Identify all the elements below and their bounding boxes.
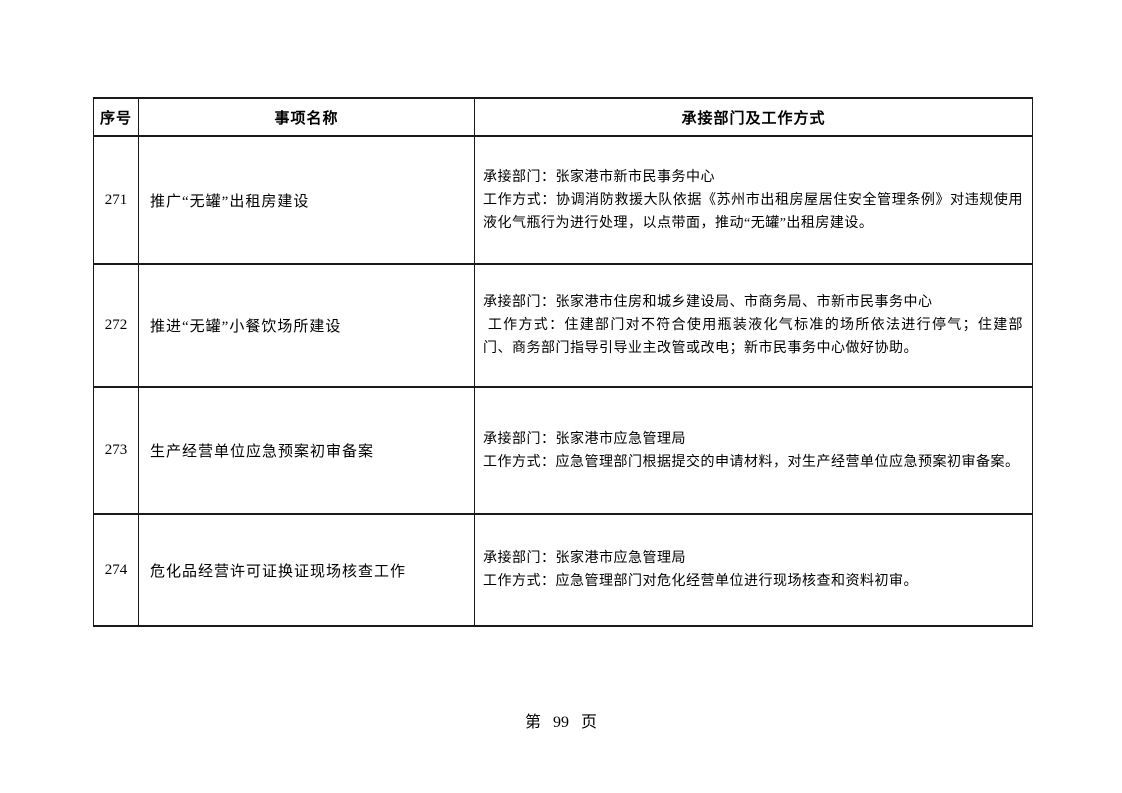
department-method-cell: 承接部门：张家港市住房和城乡建设局、市商务局、市新市民事务中心 工作方式：住建部… (474, 263, 1033, 388)
header-seq: 序号 (93, 97, 139, 137)
method-line: 工作方式：应急管理部门根据提交的申请材料，对生产经营单位应急预案初审备案。 (483, 454, 1020, 470)
item-name-cell: 危化品经营许可证换证现场核查工作 (138, 513, 475, 627)
table-row: 272 推进“无罐”小餐饮场所建设 承接部门：张家港市住房和城乡建设局、市商务局… (93, 263, 1033, 388)
row-number-cell: 271 (93, 135, 139, 265)
items-table: 序号 事项名称 承接部门及工作方式 271 推广“无罐”出租房建设 承接部门：张… (93, 97, 1033, 627)
table-header-row: 序号 事项名称 承接部门及工作方式 (93, 97, 1033, 137)
department-line: 承接部门：张家港市应急管理局 (483, 431, 686, 447)
table-row: 273 生产经营单位应急预案初审备案 承接部门：张家港市应急管理局 工作方式：应… (93, 386, 1033, 515)
item-name-cell: 推进“无罐”小餐饮场所建设 (138, 263, 475, 388)
row-number-cell: 274 (93, 513, 139, 627)
department-method-cell: 承接部门：张家港市应急管理局 工作方式：应急管理部门根据提交的申请材料，对生产经… (474, 386, 1033, 515)
method-line: 工作方式：住建部门对不符合使用瓶装液化气标准的场所依法进行停气；住建部门、商务部… (483, 318, 1024, 356)
row-number-cell: 273 (93, 386, 139, 515)
method-line: 工作方式：协调消防救援大队依据《苏州市出租房屋居住安全管理条例》对违规使用液化气… (483, 192, 1023, 231)
row-number-cell: 272 (93, 263, 139, 388)
department-method-cell: 承接部门：张家港市应急管理局 工作方式：应急管理部门对危化经营单位进行现场核查和… (474, 513, 1033, 627)
department-line: 承接部门：张家港市新市民事务中心 (483, 169, 715, 185)
table-row: 274 危化品经营许可证换证现场核查工作 承接部门：张家港市应急管理局 工作方式… (93, 513, 1033, 627)
department-line: 承接部门：张家港市应急管理局 (483, 551, 686, 566)
item-name-cell: 生产经营单位应急预案初审备案 (138, 386, 475, 515)
item-name-cell: 推广“无罐”出租房建设 (138, 135, 475, 265)
table-row: 271 推广“无罐”出租房建设 承接部门：张家港市新市民事务中心 工作方式：协调… (93, 135, 1033, 265)
method-line: 工作方式：应急管理部门对危化经营单位进行现场核查和资料初审。 (483, 574, 918, 589)
department-method-cell: 承接部门：张家港市新市民事务中心 工作方式：协调消防救援大队依据《苏州市出租房屋… (474, 135, 1033, 265)
page-number: 第 99 页 (524, 714, 597, 731)
department-line: 承接部门：张家港市住房和城乡建设局、市商务局、市新市民事务中心 (483, 295, 933, 310)
header-department-method: 承接部门及工作方式 (474, 97, 1033, 137)
header-item-name: 事项名称 (138, 97, 475, 137)
